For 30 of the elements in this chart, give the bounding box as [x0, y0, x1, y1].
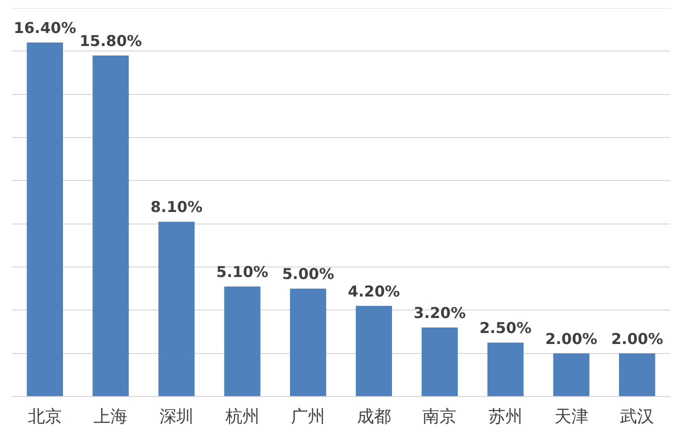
data-label: 5.00% [282, 265, 334, 284]
bar [290, 288, 326, 396]
bar [422, 328, 458, 396]
data-label: 2.00% [545, 330, 598, 348]
data-label: 8.10% [150, 198, 203, 216]
x-tick-label: 苏州 [488, 407, 522, 428]
x-tick-label: 天津 [554, 407, 588, 428]
bar [487, 342, 524, 396]
data-label: 4.20% [348, 282, 400, 300]
data-label: 3.20% [414, 304, 466, 322]
data-label: 16.40% [14, 18, 76, 37]
bar [26, 42, 63, 396]
x-tick-label: 深圳 [160, 407, 194, 428]
bar [356, 306, 392, 396]
data-label: 2.00% [611, 330, 664, 348]
bar [224, 286, 260, 396]
x-tick-label: 杭州 [224, 407, 260, 428]
data-label: 15.80% [79, 32, 142, 50]
data-label: 2.50% [479, 319, 532, 338]
x-tick-label: 武汉 [620, 407, 654, 428]
bar [619, 353, 656, 396]
x-tick-label: 广州 [291, 407, 326, 428]
x-tick-label: 南京 [422, 407, 457, 428]
x-tick-label: 北京 [28, 407, 62, 428]
data-label: 5.10% [216, 262, 268, 281]
bar [92, 55, 129, 396]
bar [158, 222, 195, 396]
x-tick-label: 成都 [356, 407, 391, 428]
x-tick-label: 上海 [94, 407, 128, 428]
bar [553, 353, 590, 396]
